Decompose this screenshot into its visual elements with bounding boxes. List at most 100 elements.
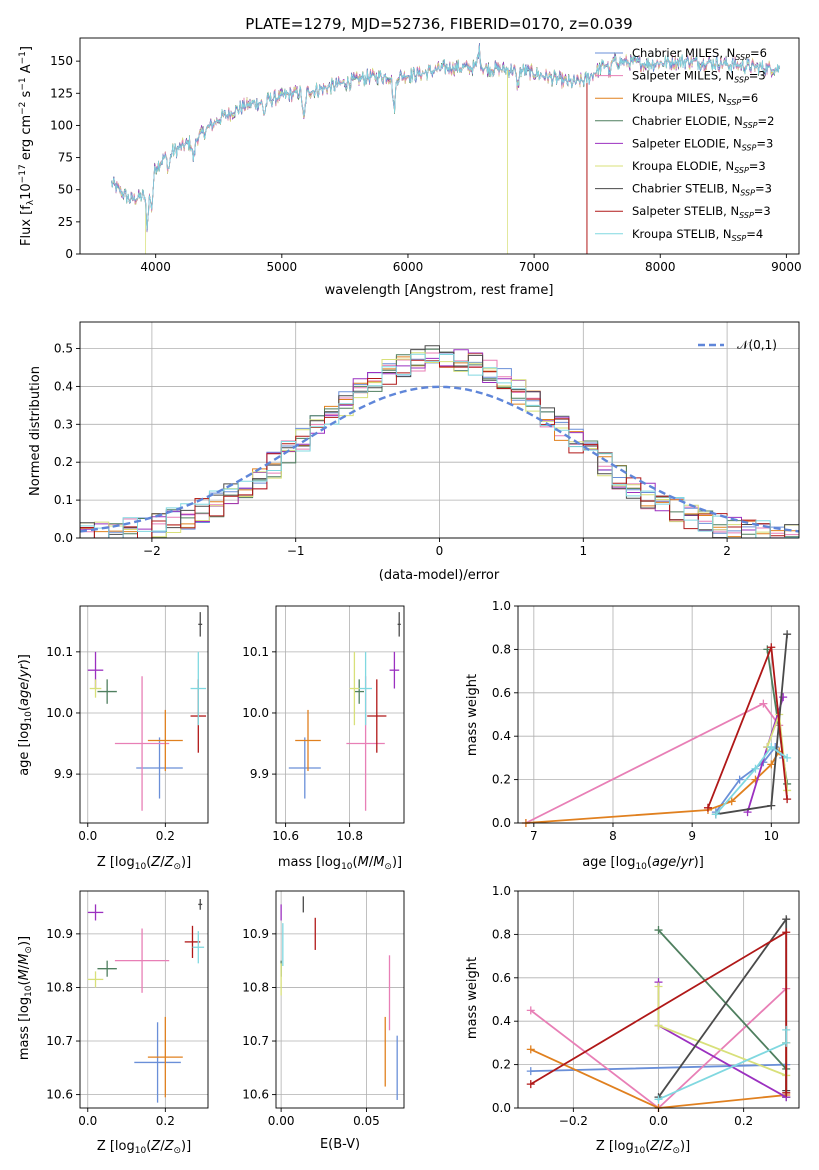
y-tick-label: 1.0: [492, 599, 511, 613]
marker-salpeter-stelib: [782, 1088, 791, 1097]
x-tick-label: 0.00: [268, 1114, 295, 1128]
x-tick-label: 0: [436, 544, 444, 558]
point-chabrier-miles: [136, 737, 183, 799]
y-tick-label: 75: [58, 151, 73, 165]
legend-label-chabrier-stelib: Chabrier STELIB, NSSP=3: [632, 182, 772, 198]
marker-salpeter-stelib: [703, 803, 712, 812]
y-tick-label: 9.9: [250, 767, 269, 781]
point-chabrier-stelib: [198, 899, 203, 910]
point-salpeter-stelib: [367, 679, 387, 753]
x-tick-label: 0.0: [649, 1114, 668, 1128]
y-tick-label: 0.5: [54, 342, 73, 356]
age-vs-mass-panel: 10.6 10.8 9.9 10.0 10.1: [242, 605, 405, 843]
x-tick-label: 10.6: [272, 829, 299, 843]
y-tick-label: 0.2: [492, 773, 511, 787]
x-tick-label: 1: [579, 544, 587, 558]
point-kroupa-elodie: [89, 679, 102, 698]
residuals-xlabel: (data-model)/error: [379, 568, 500, 583]
marker-salpeter-miles: [526, 1006, 535, 1015]
x-tick-label: 2: [723, 544, 731, 558]
line-kroupa-stelib: [715, 745, 788, 815]
x-tick-label: 0.05: [353, 1114, 380, 1128]
marker-kroupa-elodie: [654, 1021, 663, 1030]
legend-label-chabrier-miles: Chabrier MILES, NSSP=6: [632, 46, 767, 62]
spectrum-lines: [111, 42, 781, 254]
legend-label-kroupa-elodie: Kroupa ELODIE, NSSP=3: [632, 159, 766, 175]
point-chabrier-elodie: [354, 679, 364, 704]
point-kroupa-miles: [147, 1016, 183, 1098]
point-salpeter-elodie: [389, 651, 400, 689]
y-tick-label: 0.3: [54, 417, 73, 431]
x-tick-label: 5000: [267, 260, 298, 274]
point-salpeter-miles: [114, 676, 170, 811]
x-tick-label: 0.0: [78, 829, 97, 843]
axes-frame: [79, 605, 209, 824]
x-tick-label: 6000: [393, 260, 424, 274]
marker-kroupa-miles: [526, 1045, 535, 1054]
spectrum-panel: 4000 5000 6000 7000 8000 9000 0 25 50 75 100 125 150…: [50, 37, 802, 274]
normal-reference-curve: [80, 385, 799, 533]
marker-chabrier-elodie: [654, 926, 663, 935]
axes-frame: [275, 890, 405, 1109]
x-tick-label: 8000: [645, 260, 676, 274]
y-tick-label: 0.6: [492, 971, 511, 985]
x-tick-label: 10.8: [336, 829, 363, 843]
legend-label-salpeter-stelib: Salpeter STELIB, NSSP=3: [632, 204, 771, 220]
y-tick-label: 0.4: [54, 379, 73, 393]
y-tick-label: 10.6: [242, 1088, 269, 1102]
marker-chabrier-stelib: [783, 630, 792, 639]
y-tick-label: 9.9: [54, 767, 73, 781]
marker-kroupa-stelib: [751, 764, 760, 773]
y-tick-label: 0.0: [492, 1101, 511, 1115]
mass-vs-ebv-panel: 0.00 0.05 10.6 10.7 10.8 10.9: [242, 890, 405, 1128]
errorbars: [280, 896, 398, 1100]
weight-lines: [521, 630, 792, 827]
y-tick-label: 0.8: [492, 642, 511, 656]
y-tick-label: 0.1: [54, 493, 73, 507]
point-kroupa-elodie: [87, 971, 104, 988]
marker-kroupa-stelib: [782, 1025, 791, 1034]
spectrum-title: PLATE=1279, MJD=52736, FIBERID=0170, z=0…: [245, 15, 632, 33]
histogram-steps: [80, 345, 799, 538]
marker-kroupa-stelib: [767, 743, 776, 752]
y-tick-label: 10.0: [242, 706, 269, 720]
line-kroupa-miles: [525, 750, 780, 824]
wAge-xlabel: age [log10(age/yr)]: [582, 855, 704, 872]
axes-frame: [275, 605, 405, 824]
age-vs-metallicity-panel: 0.0 0.2 9.9 10.0 10.1: [46, 605, 209, 843]
y-tick-label: 100: [50, 118, 73, 132]
legend-label-salpeter-miles: Salpeter MILES, NSSP=3: [632, 69, 766, 85]
weight-vs-metallicity-panel: −0.2 0.0 0.2 0.0 0.2 0.4 0.6 0.8 1.0: [492, 884, 800, 1128]
wZ-xlabel: Z [log10(Z/Z⊙)]: [596, 1139, 690, 1156]
axes-frame: [517, 605, 800, 824]
y-tick-label: 150: [50, 54, 73, 68]
y-tick-label: 25: [58, 215, 73, 229]
y-tick-label: 10.8: [242, 980, 269, 994]
y-tick-label: 10.7: [242, 1034, 269, 1048]
marker-kroupa-stelib: [654, 1095, 663, 1104]
marker-salpeter-stelib: [783, 795, 792, 804]
y-tick-label: 10.8: [46, 980, 73, 994]
ageZ-xlabel: Z [log10(Z/Z⊙)]: [97, 855, 191, 872]
wZ-ylabel: mass weight: [465, 957, 480, 1039]
x-tick-label: 10: [764, 829, 779, 843]
point-chabrier-stelib: [198, 612, 203, 637]
point-kroupa-elodie: [349, 651, 360, 726]
y-tick-label: 10.1: [46, 645, 73, 659]
marker-salpeter-stelib: [782, 928, 791, 937]
marker-kroupa-stelib: [782, 1038, 791, 1047]
y-tick-label: 0.8: [492, 927, 511, 941]
marker-salpeter-miles: [759, 699, 768, 708]
x-tick-label: 9000: [771, 260, 802, 274]
point-kroupa-miles: [147, 709, 183, 772]
weight-vs-age-panel: 7 8 9 10 0.0 0.2 0.4 0.6 0.8 1.0: [492, 599, 800, 843]
y-tick-label: 125: [50, 86, 73, 100]
x-tick-label: −1: [287, 544, 305, 558]
y-tick-label: 0.2: [492, 1058, 511, 1072]
marker-chabrier-miles: [735, 775, 744, 784]
legend-label-chabrier-elodie: Chabrier ELODIE, NSSP=2: [632, 114, 774, 130]
y-tick-label: 50: [58, 183, 73, 197]
x-tick-label: 0.2: [734, 1114, 753, 1128]
point-kroupa-miles: [295, 709, 321, 772]
